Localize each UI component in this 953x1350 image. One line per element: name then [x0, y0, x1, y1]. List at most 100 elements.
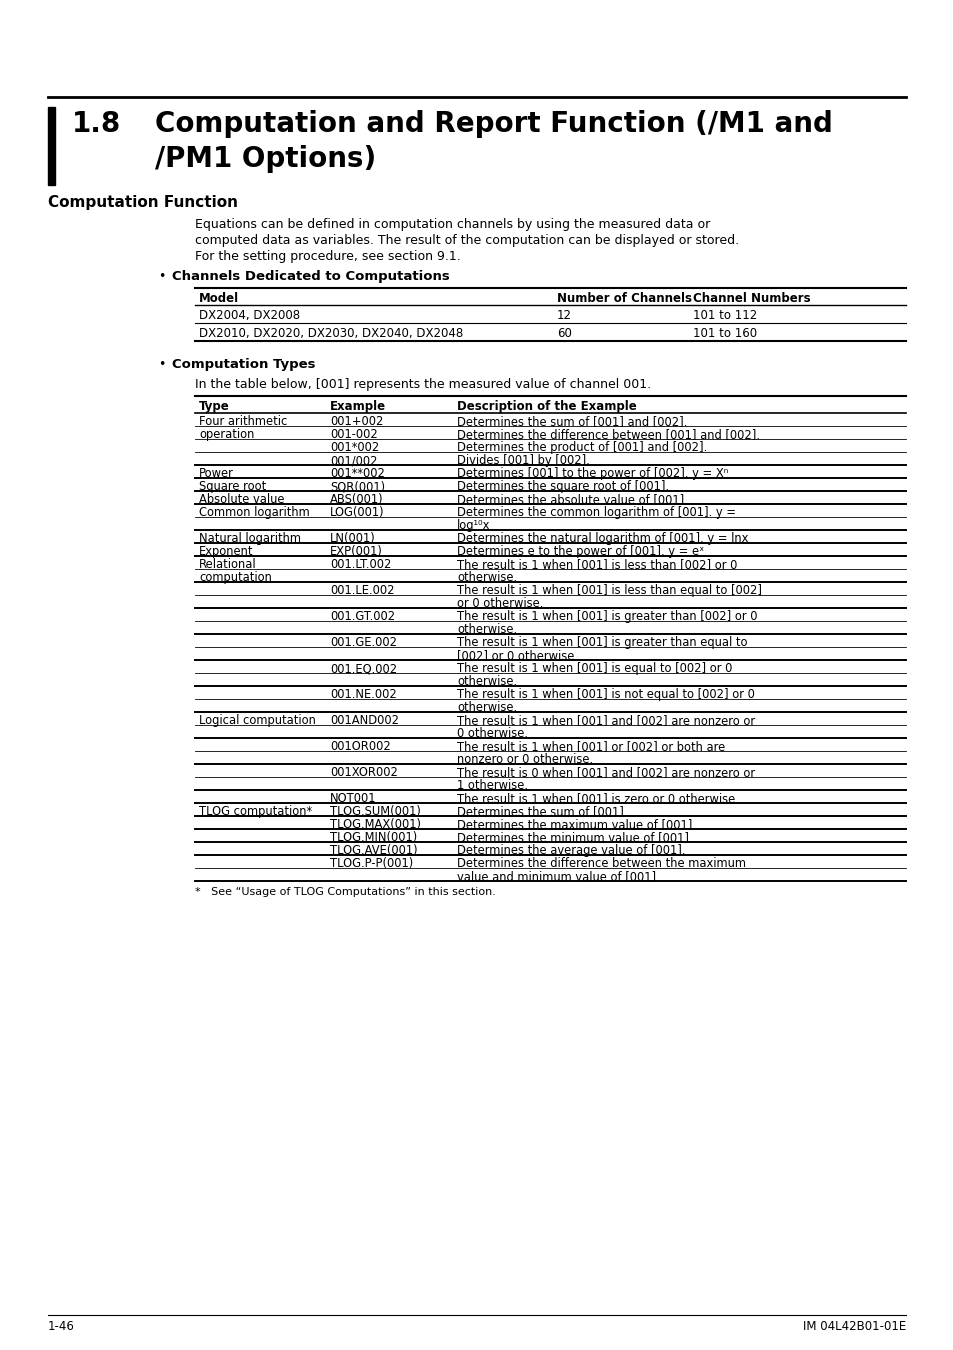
Text: Determines [001] to the power of [002]. y = Xⁿ: Determines [001] to the power of [002]. … — [456, 467, 727, 481]
Text: 1-46: 1-46 — [48, 1320, 74, 1332]
Text: 1 otherwise.: 1 otherwise. — [456, 779, 527, 792]
Text: Determines the difference between [001] and [002].: Determines the difference between [001] … — [456, 428, 760, 441]
Text: Relational: Relational — [199, 558, 256, 571]
Text: EXP(001): EXP(001) — [330, 545, 382, 558]
Text: ABS(001): ABS(001) — [330, 493, 383, 506]
Text: Equations can be defined in computation channels by using the measured data or: Equations can be defined in computation … — [194, 217, 709, 231]
Text: SQR(001): SQR(001) — [330, 481, 385, 493]
Text: The result is 1 when [001] is less than equal to [002]: The result is 1 when [001] is less than … — [456, 585, 761, 597]
Text: Determines the absolute value of [001].: Determines the absolute value of [001]. — [456, 493, 687, 506]
Text: 001.GT.002: 001.GT.002 — [330, 610, 395, 622]
Text: Determines the average value of [001].: Determines the average value of [001]. — [456, 844, 685, 857]
Text: log¹⁰x: log¹⁰x — [456, 518, 490, 532]
Text: IM 04L42B01-01E: IM 04L42B01-01E — [801, 1320, 905, 1332]
Text: •: • — [158, 270, 165, 284]
Text: 12: 12 — [557, 309, 572, 323]
Text: The result is 1 when [001] and [002] are nonzero or: The result is 1 when [001] and [002] are… — [456, 714, 755, 728]
Text: /PM1 Options): /PM1 Options) — [154, 144, 375, 173]
Text: Determines the product of [001] and [002].: Determines the product of [001] and [002… — [456, 441, 706, 454]
Text: •: • — [158, 358, 165, 371]
Text: Determines the difference between the maximum: Determines the difference between the ma… — [456, 857, 745, 869]
Text: 001-002: 001-002 — [330, 428, 377, 441]
Text: nonzero or 0 otherwise.: nonzero or 0 otherwise. — [456, 753, 593, 765]
Text: TLOG computation*: TLOG computation* — [199, 805, 312, 818]
Text: operation: operation — [199, 428, 254, 441]
Text: Determines the minimum value of [001].: Determines the minimum value of [001]. — [456, 832, 692, 844]
Text: Determines e to the power of [001]. y = eˣ: Determines e to the power of [001]. y = … — [456, 545, 703, 558]
Text: Divides [001] by [002].: Divides [001] by [002]. — [456, 454, 589, 467]
Text: 001.LT.002: 001.LT.002 — [330, 558, 391, 571]
Text: otherwise.: otherwise. — [456, 675, 517, 688]
Text: LN(001): LN(001) — [330, 532, 375, 545]
Text: Determines the maximum value of [001].: Determines the maximum value of [001]. — [456, 818, 696, 832]
Text: 0 otherwise.: 0 otherwise. — [456, 728, 527, 740]
Text: Type: Type — [199, 400, 230, 413]
Text: The result is 1 when [001] or [002] or both are: The result is 1 when [001] or [002] or b… — [456, 740, 724, 753]
Text: Power: Power — [199, 467, 233, 481]
Text: 001/002: 001/002 — [330, 454, 377, 467]
Text: 001+002: 001+002 — [330, 414, 383, 428]
Text: For the setting procedure, see section 9.1.: For the setting procedure, see section 9… — [194, 250, 460, 263]
Text: Example: Example — [330, 400, 386, 413]
Text: Logical computation: Logical computation — [199, 714, 315, 728]
Text: 101 to 160: 101 to 160 — [692, 327, 757, 340]
Text: Computation and Report Function (/M1 and: Computation and Report Function (/M1 and — [154, 109, 832, 138]
Text: 001.LE.002: 001.LE.002 — [330, 585, 395, 597]
Text: 60: 60 — [557, 327, 571, 340]
Text: Channel Numbers: Channel Numbers — [692, 292, 810, 305]
Text: *   See “Usage of TLOG Computations” in this section.: * See “Usage of TLOG Computations” in th… — [194, 887, 496, 896]
Text: The result is 1 when [001] is equal to [002] or 0: The result is 1 when [001] is equal to [… — [456, 662, 732, 675]
Text: DX2010, DX2020, DX2030, DX2040, DX2048: DX2010, DX2020, DX2030, DX2040, DX2048 — [199, 327, 463, 340]
Text: In the table below, [001] represents the measured value of channel 001.: In the table below, [001] represents the… — [194, 378, 651, 392]
Text: 001XOR002: 001XOR002 — [330, 765, 397, 779]
Text: TLOG.MIN(001): TLOG.MIN(001) — [330, 832, 416, 844]
Text: Absolute value: Absolute value — [199, 493, 284, 506]
Bar — [48, 107, 55, 185]
Text: Model: Model — [199, 292, 239, 305]
Text: Determines the natural logarithm of [001]. y = lnx: Determines the natural logarithm of [001… — [456, 532, 747, 545]
Text: Determines the sum of [001] and [002].: Determines the sum of [001] and [002]. — [456, 414, 687, 428]
Text: 001.GE.002: 001.GE.002 — [330, 636, 396, 649]
Text: 1.8: 1.8 — [71, 109, 121, 138]
Text: otherwise.: otherwise. — [456, 571, 517, 585]
Text: The result is 1 when [001] is less than [002] or 0: The result is 1 when [001] is less than … — [456, 558, 737, 571]
Text: The result is 0 when [001] and [002] are nonzero or: The result is 0 when [001] and [002] are… — [456, 765, 755, 779]
Text: Four arithmetic: Four arithmetic — [199, 414, 287, 428]
Text: 001AND002: 001AND002 — [330, 714, 398, 728]
Text: value and minimum value of [001].: value and minimum value of [001]. — [456, 869, 659, 883]
Text: Determines the square root of [001].: Determines the square root of [001]. — [456, 481, 668, 493]
Text: TLOG.SUM(001): TLOG.SUM(001) — [330, 805, 420, 818]
Text: 101 to 112: 101 to 112 — [692, 309, 757, 323]
Text: Exponent: Exponent — [199, 545, 253, 558]
Text: Common logarithm: Common logarithm — [199, 506, 310, 518]
Text: otherwise.: otherwise. — [456, 701, 517, 714]
Text: Computation Function: Computation Function — [48, 194, 237, 211]
Text: Channels Dedicated to Computations: Channels Dedicated to Computations — [172, 270, 449, 284]
Text: DX2004, DX2008: DX2004, DX2008 — [199, 309, 300, 323]
Text: TLOG.P-P(001): TLOG.P-P(001) — [330, 857, 413, 869]
Text: Natural logarithm: Natural logarithm — [199, 532, 301, 545]
Text: 001.NE.002: 001.NE.002 — [330, 688, 396, 701]
Text: 001*002: 001*002 — [330, 441, 379, 454]
Text: NOT001: NOT001 — [330, 792, 376, 805]
Text: TLOG.MAX(001): TLOG.MAX(001) — [330, 818, 420, 832]
Text: [002] or 0 otherwise.: [002] or 0 otherwise. — [456, 649, 578, 662]
Text: 001OR002: 001OR002 — [330, 740, 391, 753]
Text: Number of Channels: Number of Channels — [557, 292, 691, 305]
Text: otherwise.: otherwise. — [456, 622, 517, 636]
Text: Square root: Square root — [199, 481, 266, 493]
Text: Computation Types: Computation Types — [172, 358, 315, 371]
Text: The result is 1 when [001] is zero or 0 otherwise.: The result is 1 when [001] is zero or 0 … — [456, 792, 739, 805]
Text: LOG(001): LOG(001) — [330, 506, 384, 518]
Text: The result is 1 when [001] is not equal to [002] or 0: The result is 1 when [001] is not equal … — [456, 688, 754, 701]
Text: or 0 otherwise.: or 0 otherwise. — [456, 597, 543, 610]
Text: 001**002: 001**002 — [330, 467, 384, 481]
Text: computation: computation — [199, 571, 272, 585]
Text: Determines the sum of [001].: Determines the sum of [001]. — [456, 805, 627, 818]
Text: Description of the Example: Description of the Example — [456, 400, 636, 413]
Text: Determines the common logarithm of [001]. y =: Determines the common logarithm of [001]… — [456, 506, 735, 518]
Text: TLOG.AVE(001): TLOG.AVE(001) — [330, 844, 417, 857]
Text: 001.EQ.002: 001.EQ.002 — [330, 662, 396, 675]
Text: The result is 1 when [001] is greater than [002] or 0: The result is 1 when [001] is greater th… — [456, 610, 757, 622]
Text: The result is 1 when [001] is greater than equal to: The result is 1 when [001] is greater th… — [456, 636, 747, 649]
